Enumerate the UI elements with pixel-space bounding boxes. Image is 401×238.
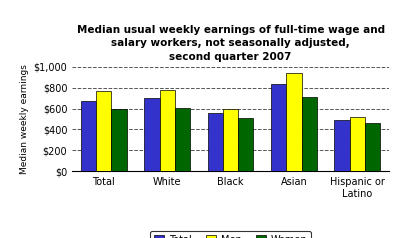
Bar	[334, 120, 350, 171]
Bar	[365, 123, 380, 171]
Bar	[111, 109, 127, 171]
Title: Median usual weekly earnings of full-time wage and
salary workers, not seasonall: Median usual weekly earnings of full-tim…	[77, 25, 385, 62]
Legend: Total, Men, Women: Total, Men, Women	[150, 231, 311, 238]
Bar	[223, 109, 238, 171]
Bar	[81, 101, 96, 171]
Bar	[271, 84, 286, 171]
Bar	[96, 91, 111, 171]
Bar	[208, 113, 223, 171]
Bar	[302, 97, 317, 171]
Bar	[350, 117, 365, 171]
Bar	[238, 118, 253, 171]
Bar	[144, 98, 160, 171]
Y-axis label: Median weekly earnings: Median weekly earnings	[20, 64, 29, 174]
Bar	[175, 108, 190, 171]
Bar	[160, 90, 175, 171]
Bar	[286, 73, 302, 171]
